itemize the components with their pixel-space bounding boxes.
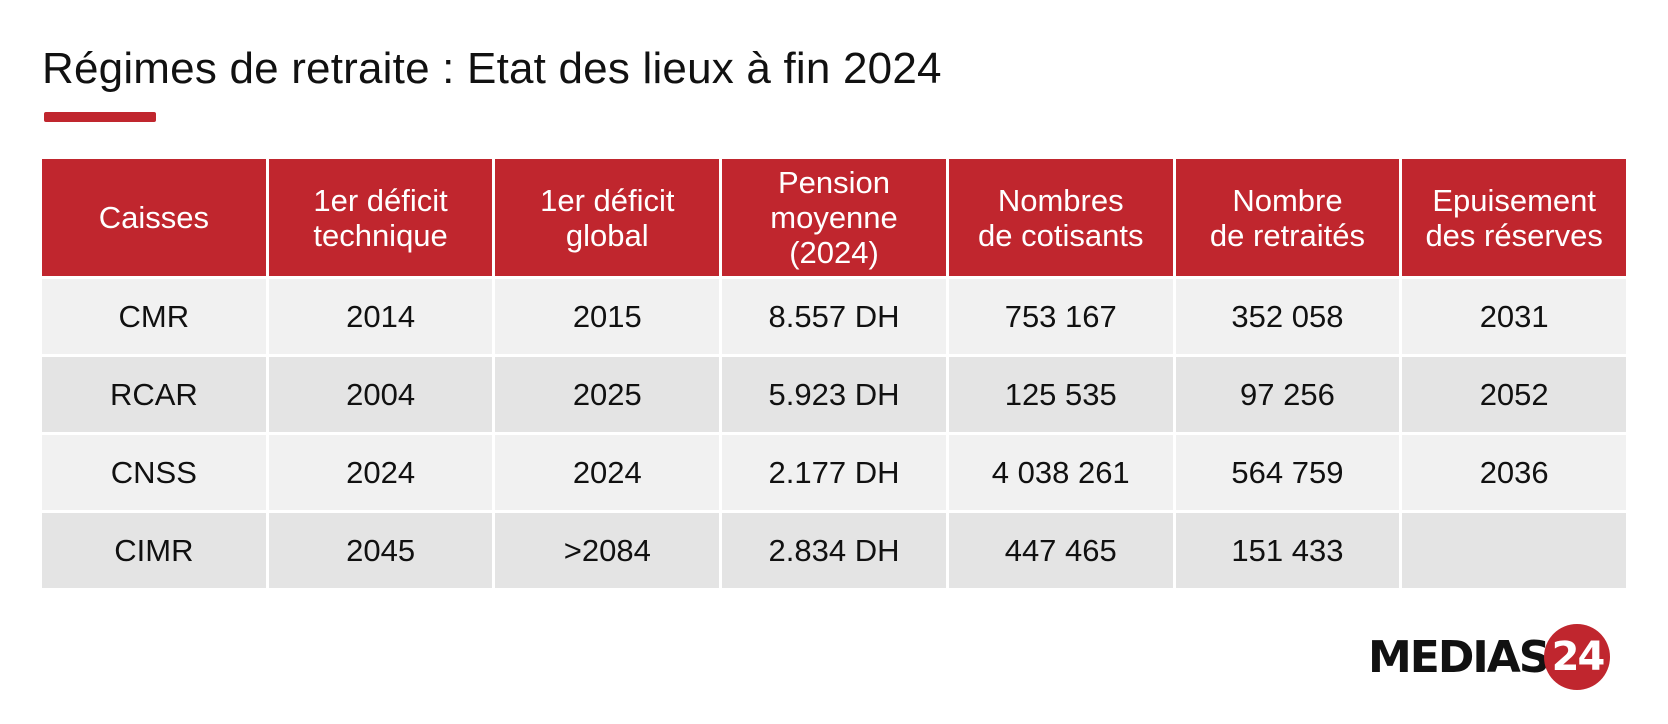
table-row: CNSS 2024 2024 2.177 DH 4 038 261 564 75… [42,432,1626,510]
table-cell [1402,513,1626,588]
table-cell: CMR [42,279,269,354]
table-row: CIMR 2045 >2084 2.834 DH 447 465 151 433 [42,510,1626,588]
table-cell: 2014 [269,279,496,354]
table-cell: 447 465 [949,513,1176,588]
table-cell: 352 058 [1176,279,1403,354]
table-cell: CNSS [42,435,269,510]
table-cell: 97 256 [1176,357,1403,432]
table-row: CMR 2014 2015 8.557 DH 753 167 352 058 2… [42,276,1626,354]
header-cell-caisses: Caisses [42,159,269,276]
table-cell: 4 038 261 [949,435,1176,510]
header-cell-technical-deficit: 1er déficit technique [268,159,496,276]
table-cell: 2015 [495,279,723,354]
header-cell-average-pension: Pension moyenne (2024) [722,159,949,276]
table-cell: 2024 [495,435,723,510]
table-cell: 2.834 DH [722,513,949,588]
table-cell: 5.923 DH [722,357,949,432]
table-cell: 8.557 DH [722,279,949,354]
table-cell: 2045 [269,513,496,588]
table-cell: 753 167 [949,279,1176,354]
table-cell: 2.177 DH [722,435,949,510]
title-underline [44,112,156,122]
table-cell: 2036 [1479,454,1549,490]
brand-logo-badge: 24 [1544,624,1611,690]
table-cell: 151 433 [1176,513,1403,588]
header-cell-global-deficit: 1er déficit global [495,159,723,276]
table-cell: 564 759 [1176,435,1403,510]
table-cell: 2004 [269,357,496,432]
table-cell: 2025 [495,357,723,432]
header-cell-reserves-depletion: Epuisement des réserves [1402,159,1627,276]
table-cell: RCAR [42,357,269,432]
brand-logo: MEDIAS 24 [1368,622,1611,692]
header-cell-contributors: Nombres de cotisants [948,159,1176,276]
table-cell: 2052 [1479,376,1549,412]
table-cell: >2084 [495,513,723,588]
table-header-row: Caisses 1er déficit technique 1er défici… [42,159,1627,276]
table-cell: 2024 [269,435,496,510]
header-cell-retirees: Nombre de retraités [1175,159,1403,276]
brand-logo-text: MEDIAS [1368,631,1550,683]
table-cell: 125 535 [949,357,1176,432]
page-title: Régimes de retraite : Etat des lieux à f… [42,44,942,93]
table-row: RCAR 2004 2025 5.923 DH 125 535 97 256 2… [42,354,1626,432]
table-cell: CIMR [42,513,269,588]
pension-table: Caisses 1er déficit technique 1er défici… [42,159,1627,588]
table-cell: 2031 [1479,298,1549,334]
